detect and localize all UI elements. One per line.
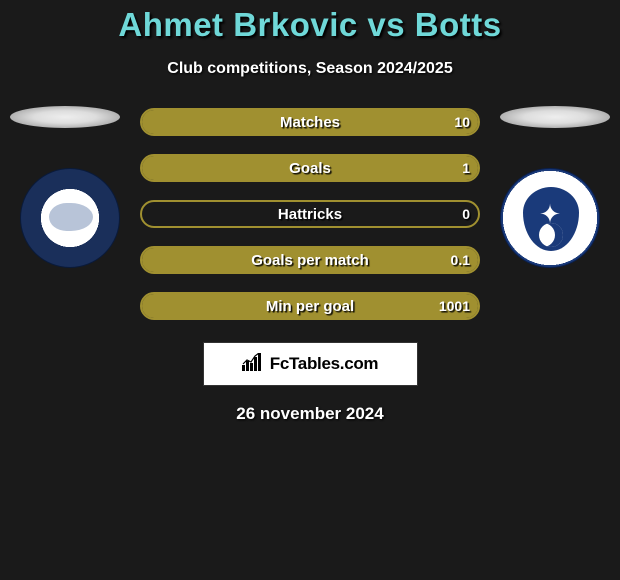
page-title: Ahmet Brkovic vs Botts xyxy=(0,6,620,44)
subtitle: Club competitions, Season 2024/2025 xyxy=(0,60,620,78)
bar-chart-icon xyxy=(242,353,264,376)
stat-label: Goals xyxy=(289,160,331,177)
brand-box: FcTables.com xyxy=(203,342,418,386)
brand-text: FcTables.com xyxy=(270,354,379,374)
stat-value-right: 1001 xyxy=(439,298,470,314)
club-badge-right xyxy=(500,168,600,268)
stat-label: Min per goal xyxy=(266,298,354,315)
stat-label: Hattricks xyxy=(278,206,342,223)
stat-value-right: 0.1 xyxy=(451,252,470,268)
content-row: Matches 10 Goals 1 Hattricks 0 Goals per match… xyxy=(0,106,620,320)
stat-label: Goals per match xyxy=(251,252,369,269)
crescent-icon xyxy=(539,223,563,247)
player-left-column xyxy=(10,106,130,268)
comparison-card: Ahmet Brkovic vs Botts Club competitions… xyxy=(0,0,620,424)
player-right-silhouette-shadow xyxy=(500,106,610,128)
stat-row: Goals 1 xyxy=(140,154,480,182)
stat-row: Matches 10 xyxy=(140,108,480,136)
stat-value-right: 1 xyxy=(462,160,470,176)
player-left-silhouette-shadow xyxy=(10,106,120,128)
stat-row: Min per goal 1001 xyxy=(140,292,480,320)
date-text: 26 november 2024 xyxy=(0,404,620,424)
stat-label: Matches xyxy=(280,114,340,131)
stat-row: Goals per match 0.1 xyxy=(140,246,480,274)
player-right-column xyxy=(490,106,610,268)
stat-row: Hattricks 0 xyxy=(140,200,480,228)
stat-value-right: 10 xyxy=(454,114,470,130)
stat-value-right: 0 xyxy=(462,206,470,222)
stats-bars: Matches 10 Goals 1 Hattricks 0 Goals per match… xyxy=(140,106,480,320)
club-badge-left xyxy=(20,168,120,268)
